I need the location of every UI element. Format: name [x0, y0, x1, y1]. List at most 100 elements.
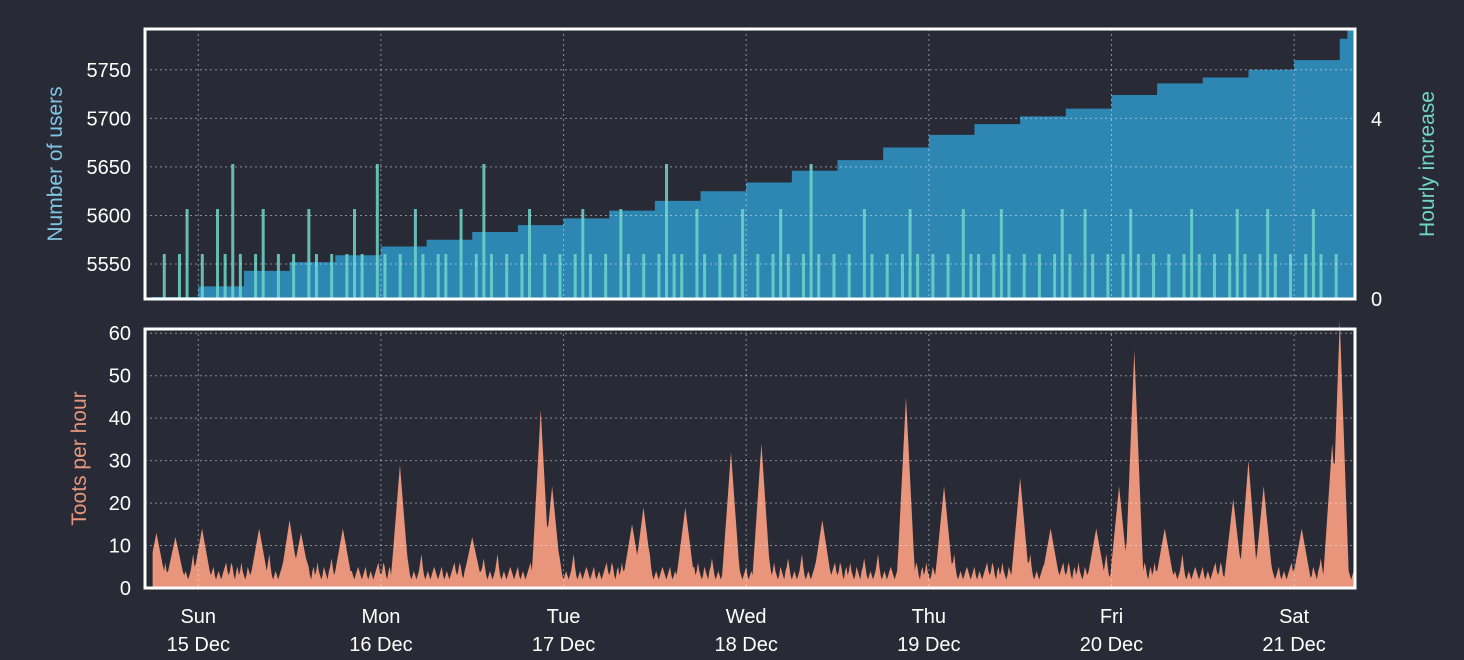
increase-bar: [1334, 254, 1338, 299]
increase-bar: [977, 254, 981, 299]
increase-bar: [1037, 254, 1041, 299]
increase-bar: [421, 254, 425, 299]
y-axis-label: Number of users: [44, 86, 67, 241]
x-tick-date: 21 Dec: [1262, 634, 1325, 656]
increase-bar: [528, 209, 532, 299]
increase-bar: [307, 209, 311, 299]
increase-bar: [581, 209, 585, 299]
y-tick-label: 20: [109, 493, 131, 515]
increase-bar: [413, 209, 417, 299]
increase-bar: [398, 254, 402, 299]
x-tick-day: Thu: [912, 606, 946, 628]
increase-bar: [436, 254, 440, 299]
increase-bar: [238, 254, 242, 299]
increase-bar: [1007, 254, 1011, 299]
increase-bar: [931, 254, 935, 299]
increase-bar: [223, 254, 227, 299]
increase-bar: [1053, 254, 1057, 299]
increase-bar: [992, 254, 996, 299]
increase-bar: [177, 254, 181, 299]
increase-bar: [1235, 209, 1239, 299]
x-tick-date: 16 Dec: [349, 634, 412, 656]
y-axis-label: Toots per hour: [68, 391, 91, 525]
increase-bar: [1083, 209, 1087, 299]
increase-bar: [276, 254, 280, 299]
increase-bar: [900, 254, 904, 299]
y-right-tick-label: 4: [1371, 109, 1382, 131]
increase-bar: [802, 254, 806, 299]
x-axis: Sun 15 Dec Mon 16 Dec Tue 17 Dec Wed 18 Dec Thu 1…: [167, 606, 1326, 656]
increase-bar: [733, 254, 737, 299]
y-tick-label: 40: [109, 408, 131, 430]
increase-bar: [999, 209, 1003, 299]
increase-bar: [695, 209, 699, 299]
increase-bar: [231, 164, 235, 299]
increase-bar: [1190, 209, 1194, 299]
increase-bar: [573, 254, 577, 299]
y-tick-label: 50: [109, 366, 131, 388]
toots-area: [152, 320, 1355, 588]
increase-bar: [642, 254, 646, 299]
increase-bar: [946, 254, 950, 299]
y-right-tick-label: 0: [1371, 289, 1382, 311]
increase-bar: [345, 254, 349, 299]
increase-bar: [1167, 254, 1171, 299]
increase-bar: [771, 254, 775, 299]
increase-bar: [1243, 254, 1247, 299]
increase-bar: [817, 254, 821, 299]
increase-bar: [588, 254, 592, 299]
increase-bar: [292, 254, 296, 299]
increase-bar: [505, 254, 509, 299]
y-tick-label: 30: [109, 451, 131, 473]
x-tick-day: Mon: [361, 606, 400, 628]
increase-bar: [862, 209, 866, 299]
increase-bar: [779, 209, 783, 299]
panel-frame: [143, 327, 1357, 590]
increase-bar: [1106, 254, 1110, 299]
increase-bar: [809, 164, 813, 299]
users-panel: 5550 5600 5650 5700 5750 0 4 Number of users Hou…: [44, 27, 1439, 311]
increase-bar: [162, 254, 166, 299]
increase-bar: [1152, 254, 1156, 299]
increase-bar: [200, 254, 204, 299]
increase-bar: [330, 254, 334, 299]
increase-bar: [961, 209, 965, 299]
y-tick-label: 5550: [87, 254, 132, 276]
increase-bar: [558, 254, 562, 299]
increase-bar: [1311, 209, 1315, 299]
toots-panel: 0 10 20 30 40 50 60 Toots per hour: [68, 320, 1357, 600]
x-tick-day: Sun: [180, 606, 216, 628]
x-tick-day: Wed: [726, 606, 767, 628]
y-tick-label: 60: [109, 323, 131, 345]
x-tick-date: 18 Dec: [715, 634, 778, 656]
increase-bar: [444, 254, 448, 299]
increase-bar: [718, 254, 722, 299]
increase-bar: [1304, 254, 1308, 299]
increase-bar: [489, 254, 493, 299]
increase-bar: [916, 254, 920, 299]
increase-bar: [1022, 254, 1026, 299]
increase-bar: [847, 254, 851, 299]
increase-bar: [885, 254, 889, 299]
x-tick-date: 15 Dec: [167, 634, 230, 656]
increase-bar: [619, 209, 623, 299]
increase-bar: [1060, 209, 1064, 299]
increase-bar: [1068, 254, 1072, 299]
increase-bar: [360, 254, 364, 299]
increase-bar: [1228, 254, 1232, 299]
increase-bar: [543, 254, 547, 299]
increase-bar: [1121, 254, 1125, 299]
y-tick-label: 10: [109, 536, 131, 558]
increase-bar: [1212, 254, 1216, 299]
increase-bar: [1136, 254, 1140, 299]
increase-bar: [1273, 254, 1277, 299]
increase-bar: [216, 209, 220, 299]
y-tick-label: 0: [120, 578, 131, 600]
increase-bar: [459, 209, 463, 299]
x-tick-date: 19 Dec: [897, 634, 960, 656]
increase-bar: [1091, 254, 1095, 299]
increase-bar: [474, 254, 478, 299]
increase-bar: [657, 254, 661, 299]
increase-bar: [1129, 209, 1133, 299]
